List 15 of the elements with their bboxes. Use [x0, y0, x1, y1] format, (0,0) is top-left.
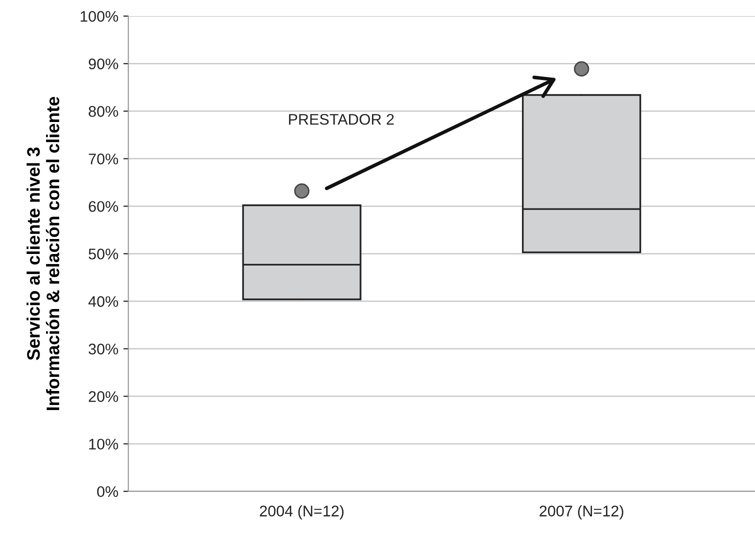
x-tick-label: 2004 (N=12) [260, 505, 344, 520]
y-tick-label: 10% [89, 438, 118, 450]
y-tick-label: 60% [88, 201, 118, 212]
x-tick-label: 2007 (N=12) [540, 505, 624, 520]
y-tick-label: 100% [80, 10, 118, 22]
y-tick-label: 50% [88, 248, 118, 260]
y-tick-label: 40% [88, 296, 118, 307]
y-axis-title: Servicio al cliente nivel 3 Información & relación con el cliente [26, 96, 60, 410]
y-tick-label: 90% [88, 58, 118, 70]
y-tick-label: 80% [88, 106, 118, 117]
annotation: PRESTADOR 2 [289, 114, 394, 125]
y-tick-label: 30% [88, 344, 118, 354]
y-tick-label: 20% [88, 391, 118, 402]
y-tick-label: 70% [88, 154, 118, 164]
y-tick-label: 0% [97, 486, 118, 498]
